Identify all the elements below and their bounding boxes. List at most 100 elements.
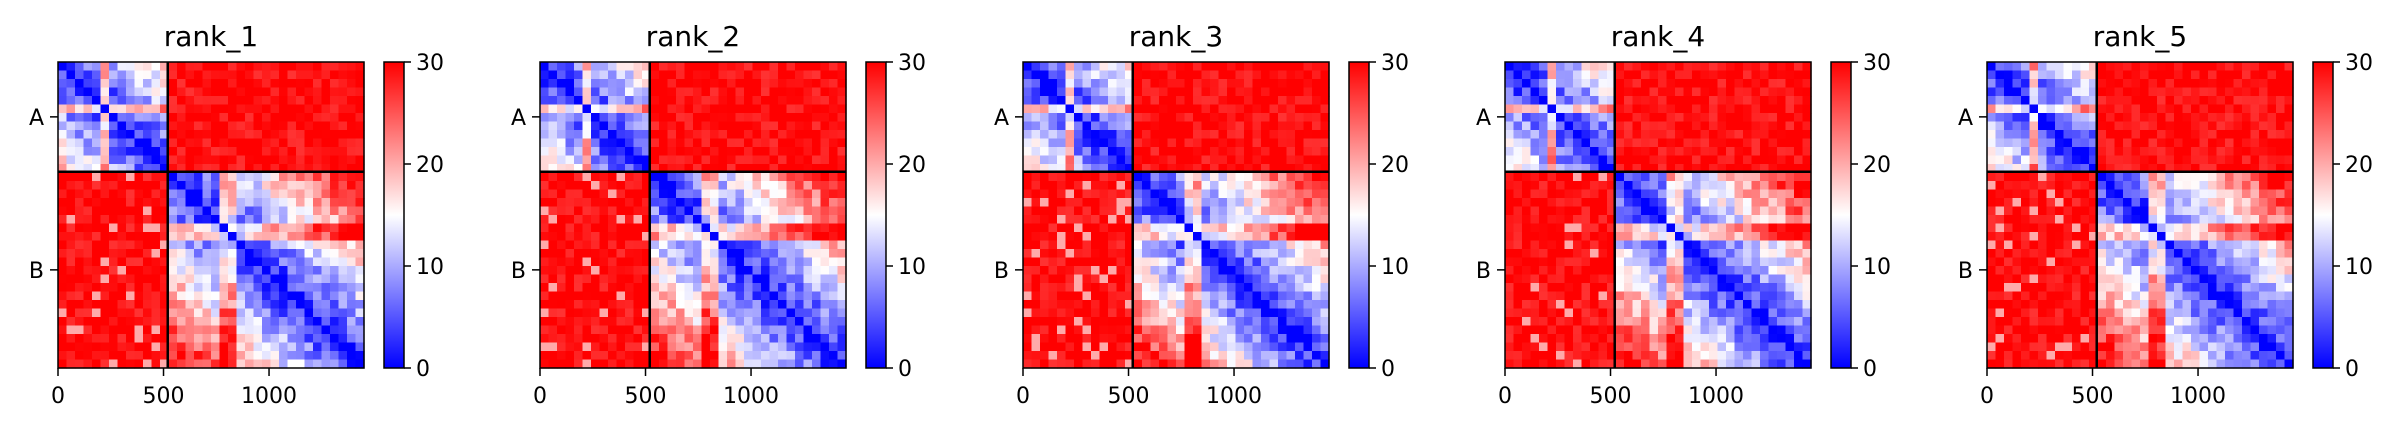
heatmap-cell (608, 334, 618, 344)
heatmap-cell (710, 130, 720, 140)
heatmap-cell (1598, 138, 1608, 148)
heatmap-cell (778, 266, 788, 276)
heatmap-cell (126, 113, 136, 123)
heatmap-cell (591, 181, 601, 191)
heatmap-cell (1709, 257, 1719, 267)
heatmap-cell (1709, 70, 1719, 80)
heatmap-cell (1278, 147, 1288, 157)
heatmap-cell (330, 223, 340, 233)
heatmap-cell (557, 300, 567, 310)
heatmap-cell (659, 223, 669, 233)
heatmap-cell (1547, 291, 1557, 301)
heatmap-cell (1734, 249, 1744, 259)
heatmap-cell (633, 70, 643, 80)
heatmap-cell (803, 155, 813, 165)
heatmap-cell (211, 121, 221, 131)
heatmap-cell (245, 87, 255, 97)
heatmap-cell (1150, 121, 1160, 131)
heatmap-cell (92, 138, 102, 148)
heatmap-cell (1598, 249, 1608, 259)
heatmap-cell (321, 325, 331, 335)
heatmap-cell (1159, 113, 1169, 123)
heatmap-cell (160, 257, 170, 267)
heatmap-cell (1768, 266, 1778, 276)
heatmap-cell (1227, 274, 1237, 284)
heatmap-cell (134, 62, 144, 72)
heatmap-cell (1607, 274, 1617, 284)
heatmap-cell (1184, 79, 1194, 89)
heatmap-cell (1235, 308, 1245, 318)
heatmap-cell (253, 104, 263, 114)
heatmap-cell (1675, 164, 1685, 174)
heatmap-cell (616, 198, 626, 208)
heatmap-cell (1295, 206, 1305, 216)
heatmap-cell (1074, 113, 1084, 123)
heatmap-cell (659, 342, 669, 352)
heatmap-cell (599, 317, 609, 327)
heatmap-cell (667, 130, 677, 140)
heatmap-cell (75, 147, 85, 157)
heatmap-cell (1522, 257, 1532, 267)
heatmap-cell (591, 155, 601, 165)
heatmap-cell (313, 96, 323, 106)
heatmap-cell (701, 62, 711, 72)
x-tick-label: 500 (625, 384, 667, 409)
heatmap-cell (557, 147, 567, 157)
heatmap-cell (143, 147, 153, 157)
heatmap-cell (253, 96, 263, 106)
heatmap-cell (287, 317, 297, 327)
heatmap-cell (1522, 249, 1532, 259)
heatmap-cell (659, 172, 669, 182)
heatmap-cell (1082, 172, 1092, 182)
heatmap-cell (1210, 147, 1220, 157)
heatmap-cell (270, 240, 280, 250)
heatmap-cell (1133, 257, 1143, 267)
heatmap-cell (1692, 130, 1702, 140)
heatmap-cell (1295, 62, 1305, 72)
heatmap-cell (253, 172, 263, 182)
heatmap-cell (1142, 130, 1152, 140)
heatmap-cell (1244, 232, 1254, 242)
chain-label: B (29, 259, 44, 284)
heatmap-cell (591, 257, 601, 267)
heatmap-cell (1303, 257, 1313, 267)
heatmap-cell (710, 249, 720, 259)
heatmap-cell (347, 283, 357, 293)
heatmap-cell (1286, 215, 1296, 225)
heatmap-cell (279, 317, 289, 327)
heatmap-cell (650, 96, 660, 106)
heatmap-cell (735, 300, 745, 310)
heatmap-cell (1581, 223, 1591, 233)
heatmap-cell (1150, 79, 1160, 89)
heatmap-cell (1295, 325, 1305, 335)
heatmap-cell (1235, 223, 1245, 233)
heatmap-cell (1252, 240, 1262, 250)
heatmap-cell (1150, 300, 1160, 310)
heatmap-cell (1040, 249, 1050, 259)
heatmap-cell (1116, 164, 1126, 174)
heatmap-cell (761, 130, 771, 140)
heatmap-cell (1573, 96, 1583, 106)
heatmap-cell (633, 325, 643, 335)
heatmap-cell (83, 325, 93, 335)
heatmap-cell (1244, 181, 1254, 191)
heatmap-cell (355, 266, 365, 276)
heatmap-cell (599, 300, 609, 310)
heatmap-cell (185, 104, 195, 114)
heatmap (1505, 62, 1812, 369)
heatmap-cell (625, 62, 635, 72)
heatmap-cell (228, 223, 238, 233)
heatmap-cell (151, 215, 161, 225)
heatmap-cell (803, 249, 813, 259)
heatmap-cell (701, 351, 711, 361)
heatmap-cell (58, 70, 68, 80)
heatmap-cell (1082, 113, 1092, 123)
heatmap-cell (194, 164, 204, 174)
heatmap-cell (253, 257, 263, 267)
heatmap-cell (262, 308, 272, 318)
heatmap-cell (1624, 70, 1634, 80)
heatmap-cell (1218, 300, 1228, 310)
heatmap-cell (211, 223, 221, 233)
heatmap-cell (160, 283, 170, 293)
heatmap-cell (1261, 70, 1271, 80)
